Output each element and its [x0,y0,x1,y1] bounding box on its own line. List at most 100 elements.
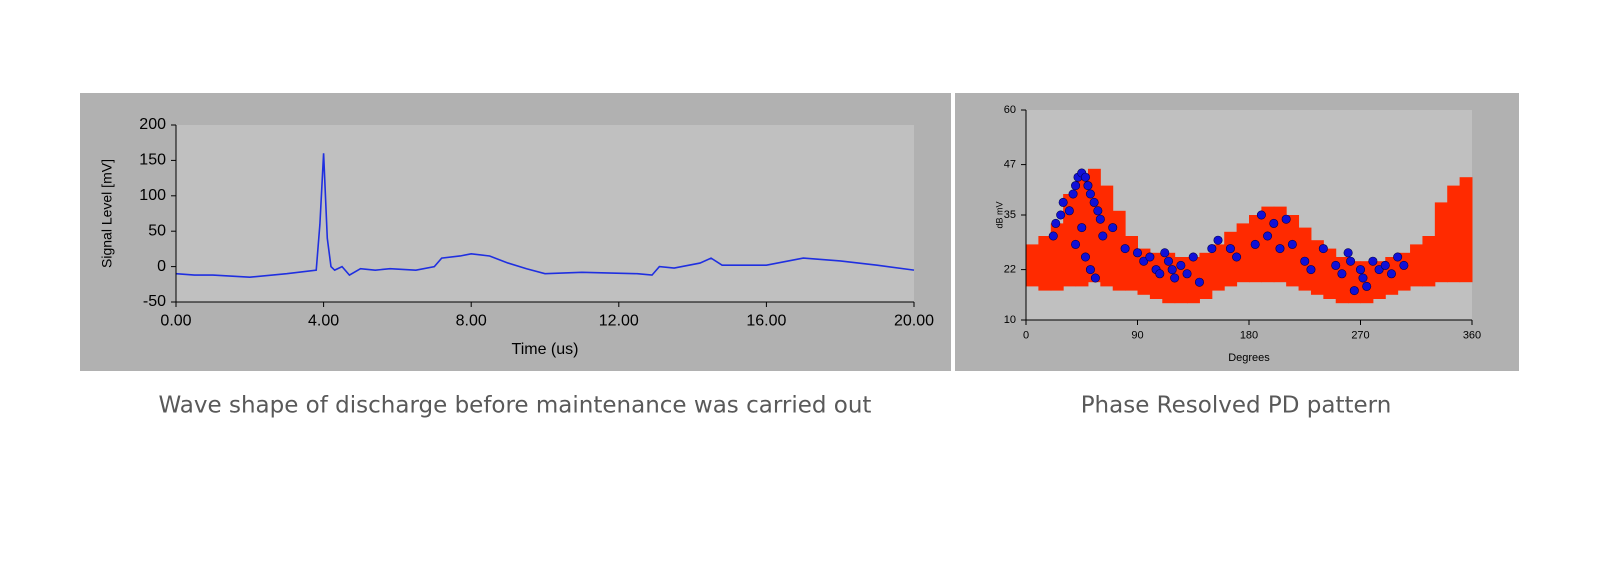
pd-point [1120,244,1130,254]
x-tick-label: 12.00 [599,312,639,329]
pd-point [1170,273,1180,283]
pd-point [1182,269,1192,279]
pd-point [1080,252,1090,262]
caption: Wave shape of discharge before maintenan… [159,393,872,419]
pd-point [1139,256,1149,266]
x-tick-label: 180 [1240,330,1258,342]
pd-density-band [1038,236,1052,291]
pd-point [1346,256,1356,266]
y-tick-label: -50 [143,293,166,310]
pd-density-band [1286,215,1300,287]
pd-point [1080,172,1090,182]
pd-point [1155,269,1165,279]
pd-point [1207,244,1217,254]
pd-point [1083,181,1093,191]
pd-point [1056,210,1066,220]
pd-point [1058,197,1068,207]
pd-point [1368,256,1378,266]
pd-point [1095,214,1105,224]
pd-point [1356,265,1366,275]
pd-point [1090,273,1100,283]
y-tick-label: 22 [1004,264,1016,276]
pd-point [1213,235,1223,245]
pd-point [1064,206,1074,216]
y-axis-label: Signal Level [mV] [99,159,115,268]
pd-density-band [1211,244,1225,291]
pd-point [1358,273,1368,283]
pd-point [1225,244,1235,254]
y-axis-label: dB mV [994,201,1004,228]
pd-point [1145,252,1155,262]
x-axis-label: Time (us) [512,341,579,358]
pd-density-band [1422,236,1436,287]
pd-density-band [1236,223,1250,283]
pd-point [1093,206,1103,216]
pd-point [1051,218,1061,228]
caption: Phase Resolved PD pattern [1081,393,1392,419]
pd-point [1077,223,1087,233]
pd-point [1085,189,1095,199]
plot-area [176,125,914,302]
pd-density-band [1310,240,1324,295]
pd-point [1263,231,1273,241]
pd-density-band [1187,257,1200,304]
pd-point [1133,248,1143,258]
pd-point [1068,189,1078,199]
pd-point [1089,197,1099,207]
pd-point [1071,181,1081,191]
pd-density-band [1026,244,1039,287]
pd-point [1331,260,1341,270]
pd-point [1337,269,1347,279]
pd-point [1386,269,1396,279]
pd-point [1287,239,1297,249]
x-tick-label: 8.00 [456,312,487,329]
pd-point [1393,252,1403,262]
pd-point [1071,239,1081,249]
pd-point [1108,223,1118,233]
pd-point [1256,210,1266,220]
y-tick-label: 150 [139,152,166,169]
pd-density-band [1335,257,1349,304]
pd-point [1250,239,1260,249]
pd-point [1318,244,1328,254]
y-tick-label: 47 [1004,159,1016,171]
waveform-line [175,153,915,279]
pd-point [1362,281,1372,291]
x-tick-label: 90 [1131,330,1143,342]
pd-point [1167,265,1177,275]
pd-point [1281,214,1291,224]
pd-density-band [1112,210,1126,291]
pd-point [1374,265,1384,275]
pd-density-band [1434,202,1448,283]
x-tick-label: 4.00 [308,312,339,329]
pd-point [1232,252,1242,262]
y-tick-label: 100 [139,187,166,204]
pd-point [1399,260,1409,270]
pd-density-band [1125,236,1138,291]
x-tick-label: 0 [1023,330,1029,342]
x-tick-label: 0.00 [160,312,191,329]
pd-density-band [1447,185,1461,283]
pd-density-band [1410,244,1423,287]
pd-density-band [1459,177,1473,283]
pd-point [1349,286,1359,296]
x-tick-label: 360 [1463,330,1481,342]
x-axis-label: Degrees [1228,352,1270,364]
pd-point [1048,231,1058,241]
x-tick-label: 20.00 [894,312,934,329]
pd-point [1188,252,1198,262]
pd-point [1160,248,1170,258]
x-tick-label: 16.00 [746,312,786,329]
x-tick-label: 270 [1351,330,1369,342]
pd-density-band [1199,252,1213,299]
pd-point [1269,218,1279,228]
pd-point [1194,277,1204,287]
pd-point [1085,265,1095,275]
pd-point [1300,256,1310,266]
pd-point [1306,265,1316,275]
pd-density-band [1323,248,1337,299]
pd-point [1163,256,1173,266]
y-tick-label: 200 [139,116,166,133]
y-tick-label: 50 [148,222,166,239]
